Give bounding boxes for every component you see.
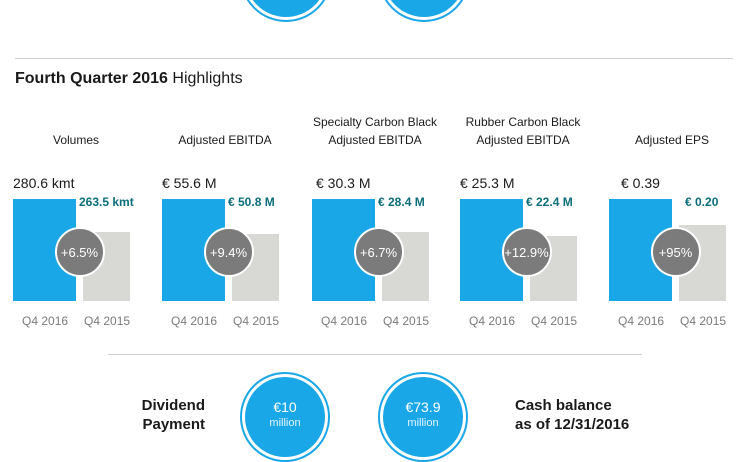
- top-circle-left: [240, 0, 332, 22]
- cash-sub: as of 12/31/2016: [515, 416, 630, 433]
- chart-1-category-current: Q4 2016: [22, 314, 69, 328]
- chart-5-value-current: € 0.39: [621, 175, 660, 191]
- chart-4-category-previous: Q4 2015: [531, 314, 578, 328]
- chart-4-value-previous: € 22.4 M: [526, 195, 573, 209]
- dividend-unit: million: [269, 417, 301, 429]
- cash-unit: million: [407, 417, 439, 429]
- chart-5-title-line: Adjusted EPS: [634, 133, 710, 147]
- chart-4-title-line: Rubber Carbon Black: [465, 115, 581, 129]
- chart-1-change-badge: +6.5%: [54, 227, 105, 277]
- chart-3-title-line: Adjusted EBITDA: [328, 133, 422, 147]
- chart-3-value-current: € 30.3 M: [316, 175, 371, 191]
- cash-value: €73.9: [405, 399, 441, 415]
- chart-4-title: Rubber Carbon Black Adjusted EBITDA: [453, 113, 593, 149]
- chart-4-value-current: € 25.3 M: [460, 175, 515, 191]
- chart-5-change-badge: +95%: [650, 227, 701, 277]
- dividend-value: €10: [273, 399, 297, 415]
- chart-4-title-line: Adjusted EBITDA: [476, 133, 570, 147]
- section-title: Fourth Quarter 2016 Highlights: [15, 70, 243, 88]
- chart-3-category-previous: Q4 2015: [383, 314, 430, 328]
- chart-2-title: Adjusted EBITDA: [155, 131, 295, 149]
- cash-circle: €73.9 million: [378, 372, 468, 462]
- section-title-bold: Fourth Quarter 2016: [15, 70, 168, 87]
- section-title-regular: Highlights: [172, 70, 243, 87]
- chart-3-title-line: Specialty Carbon Black: [312, 115, 438, 129]
- chart-1-category-previous: Q4 2015: [84, 314, 131, 328]
- chart-5-category-current: Q4 2016: [618, 314, 665, 328]
- chart-4-category-current: Q4 2016: [469, 314, 516, 328]
- dividend-label: Dividend: [141, 397, 205, 414]
- chart-1-value-current: 280.6 kmt: [13, 175, 75, 191]
- chart-4-change-badge: +12.9%: [501, 227, 552, 277]
- chart-1-value-previous: 263.5 kmt: [79, 195, 134, 209]
- chart-2-value-previous: € 50.8 M: [228, 195, 275, 209]
- cash-label: Cash balance: [515, 397, 612, 414]
- chart-5-value-previous: € 0.20: [685, 195, 719, 209]
- top-circle-right: [378, 0, 470, 22]
- chart-1-title: Volumes: [6, 131, 146, 149]
- chart-5-title: Adjusted EPS: [602, 131, 742, 149]
- chart-3-change-badge: +6.7%: [353, 227, 404, 277]
- divider-top: [15, 58, 733, 59]
- divider-bottom: [108, 354, 642, 355]
- chart-2-title-line: Adjusted EBITDA: [178, 133, 272, 147]
- chart-2-category-current: Q4 2016: [171, 314, 218, 328]
- chart-2-value-current: € 55.6 M: [162, 175, 217, 191]
- chart-2-category-previous: Q4 2015: [233, 314, 280, 328]
- chart-2-change-badge: +9.4%: [203, 227, 254, 277]
- chart-3-title: Specialty Carbon Black Adjusted EBITDA: [305, 113, 445, 149]
- dividend-sub: Payment: [142, 416, 205, 433]
- chart-1-title-line: Volumes: [52, 133, 100, 147]
- chart-5-category-previous: Q4 2015: [680, 314, 727, 328]
- chart-3-category-current: Q4 2016: [321, 314, 368, 328]
- dividend-circle: €10 million: [240, 372, 330, 462]
- chart-3-value-previous: € 28.4 M: [378, 195, 425, 209]
